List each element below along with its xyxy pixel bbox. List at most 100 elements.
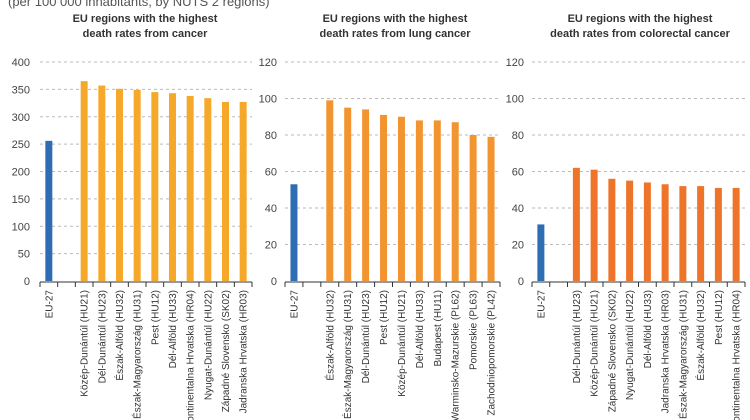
bar: [661, 184, 669, 281]
category-label: Kontinentalna Hrvatska (HR04): [732, 290, 743, 420]
bar: [169, 93, 176, 282]
bar: [714, 187, 722, 281]
y-tick-label: 60: [512, 167, 524, 179]
bar: [572, 167, 580, 281]
bar: [643, 182, 651, 281]
bar: [487, 136, 495, 281]
y-tick-label: 20: [265, 240, 277, 252]
category-label: Dél-Alföld (HU33): [168, 290, 179, 368]
bar: [679, 186, 687, 281]
category-label: Nyugat-Dunántúl (HU22): [625, 290, 636, 400]
category-label: Észak-Alföld (HU32): [323, 290, 336, 381]
chart-title: death rates from cancer: [83, 28, 208, 40]
bar: [222, 101, 229, 281]
category-label: Pomorskie (PL63): [469, 290, 480, 370]
category-label: Dél-Dunántúl (HU23): [572, 290, 583, 383]
y-tick-label: 100: [506, 94, 524, 106]
y-tick-label: 80: [265, 130, 277, 142]
category-label: Jadranska Hrvatska (HR03): [661, 290, 672, 413]
chart-subtitle: (per 100 000 inhabitants, by NUTS 2 regi…: [8, 0, 270, 9]
bar: [380, 114, 388, 281]
y-tick-label: 40: [265, 203, 277, 215]
y-tick-label: 350: [12, 84, 30, 96]
bar: [98, 85, 106, 281]
chart-title: death rates from lung cancer: [320, 28, 472, 40]
bar: [415, 120, 423, 282]
bar: [204, 98, 212, 281]
bar-eu-27: [45, 140, 53, 281]
y-tick-label: 40: [512, 203, 524, 215]
category-label: Dél-Dunántúl (HU23): [97, 290, 108, 383]
category-label: Jadranska Hrvatska (HR03): [239, 290, 250, 413]
category-label: Warminsko-Mazurskie (PL62): [451, 290, 462, 420]
bar: [362, 109, 370, 281]
category-label: Budapest (HU11): [433, 290, 444, 367]
category-label: Západné Slovensko (SK02): [221, 290, 232, 412]
y-tick-label: 400: [12, 57, 30, 69]
y-tick-label: 20: [512, 240, 524, 252]
category-label: Észak-Magyarország (HU31): [131, 290, 144, 419]
category-label: Dél-Dunántúl (HU23): [361, 290, 372, 383]
y-tick-label: 0: [271, 276, 277, 288]
category-label: Západné Slovensko (SK02): [607, 290, 618, 412]
category-label: Észak-Magyarország (HU31): [341, 290, 354, 419]
category-label: Pest (HU12): [150, 290, 161, 345]
bar: [239, 101, 247, 281]
category-label: Közép-Dunántúl (HU21): [590, 290, 601, 397]
y-tick-label: 0: [518, 276, 524, 288]
bar: [732, 187, 740, 281]
category-label: Pest (HU12): [379, 290, 390, 345]
category-label: Dél-Alföld (HU33): [643, 290, 654, 368]
category-label: Közép-Dunántúl (HU21): [80, 290, 91, 397]
y-tick-label: 300: [12, 112, 30, 124]
chart-2: EU regions with the highest death rates f…: [259, 13, 501, 420]
y-tick-label: 60: [265, 167, 277, 179]
category-labels: EU-27 Dél-Dunántúl (HU23) Közép-Dunántúl (…: [536, 290, 742, 420]
bar: [326, 100, 334, 281]
bar: [697, 186, 705, 281]
y-tick-label: 0: [24, 276, 30, 288]
bar: [116, 88, 123, 281]
y-tick-label: 50: [18, 249, 30, 261]
category-label: Dél-Alföld (HU33): [415, 290, 426, 368]
category-label: EU-27: [536, 290, 547, 319]
category-label: Észak-Magyarország (HU31): [676, 290, 689, 419]
y-tick-label: 80: [512, 130, 524, 142]
bar: [344, 107, 352, 281]
y-tick-label: 250: [12, 139, 30, 151]
category-label: Közép-Dunántúl (HU21): [397, 290, 408, 397]
y-tick-label: 100: [259, 94, 277, 106]
chart-3: EU regions with the highest death rates f…: [506, 13, 746, 420]
y-tick-label: 120: [506, 57, 524, 69]
bar: [133, 89, 141, 281]
bar-eu-27: [537, 224, 545, 281]
bar: [186, 95, 194, 281]
bar: [626, 180, 634, 281]
category-label: EU-27: [289, 290, 300, 319]
category-label: Nyugat-Dunántúl (HU22): [203, 290, 214, 400]
chart-title: EU regions with the highest: [323, 13, 468, 25]
category-label: Zachodniopomorskie (PL42): [487, 290, 498, 416]
chart-1: EU regions with the highest death rates f…: [12, 13, 253, 420]
bar: [590, 169, 598, 281]
bar: [451, 122, 459, 281]
category-label: Észak-Alföld (HU32): [113, 290, 126, 381]
category-labels: EU-27 Észak-Alföld (HU32) Észak-Magyarorsz…: [289, 290, 497, 420]
category-label: EU-27: [44, 290, 55, 319]
bar: [608, 178, 616, 281]
chart-title: death rates from colorectal cancer: [550, 28, 730, 40]
bar: [80, 81, 88, 281]
y-tick-label: 120: [259, 57, 277, 69]
category-label: Kontinentalna Hrvatska (HR04): [186, 290, 197, 420]
chart-title: EU regions with the highest: [568, 13, 713, 25]
bar: [469, 135, 477, 281]
bar: [433, 120, 441, 282]
y-tick-label: 200: [12, 167, 30, 179]
bar: [397, 116, 405, 281]
y-tick-label: 150: [12, 194, 30, 206]
category-labels: EU-27 Közép-Dunántúl (HU21) Dél-Dunántúl (…: [44, 290, 249, 420]
category-label: Pest (HU12): [714, 290, 725, 345]
y-tick-label: 100: [12, 221, 30, 233]
chart-title: EU regions with the highest: [73, 13, 218, 25]
